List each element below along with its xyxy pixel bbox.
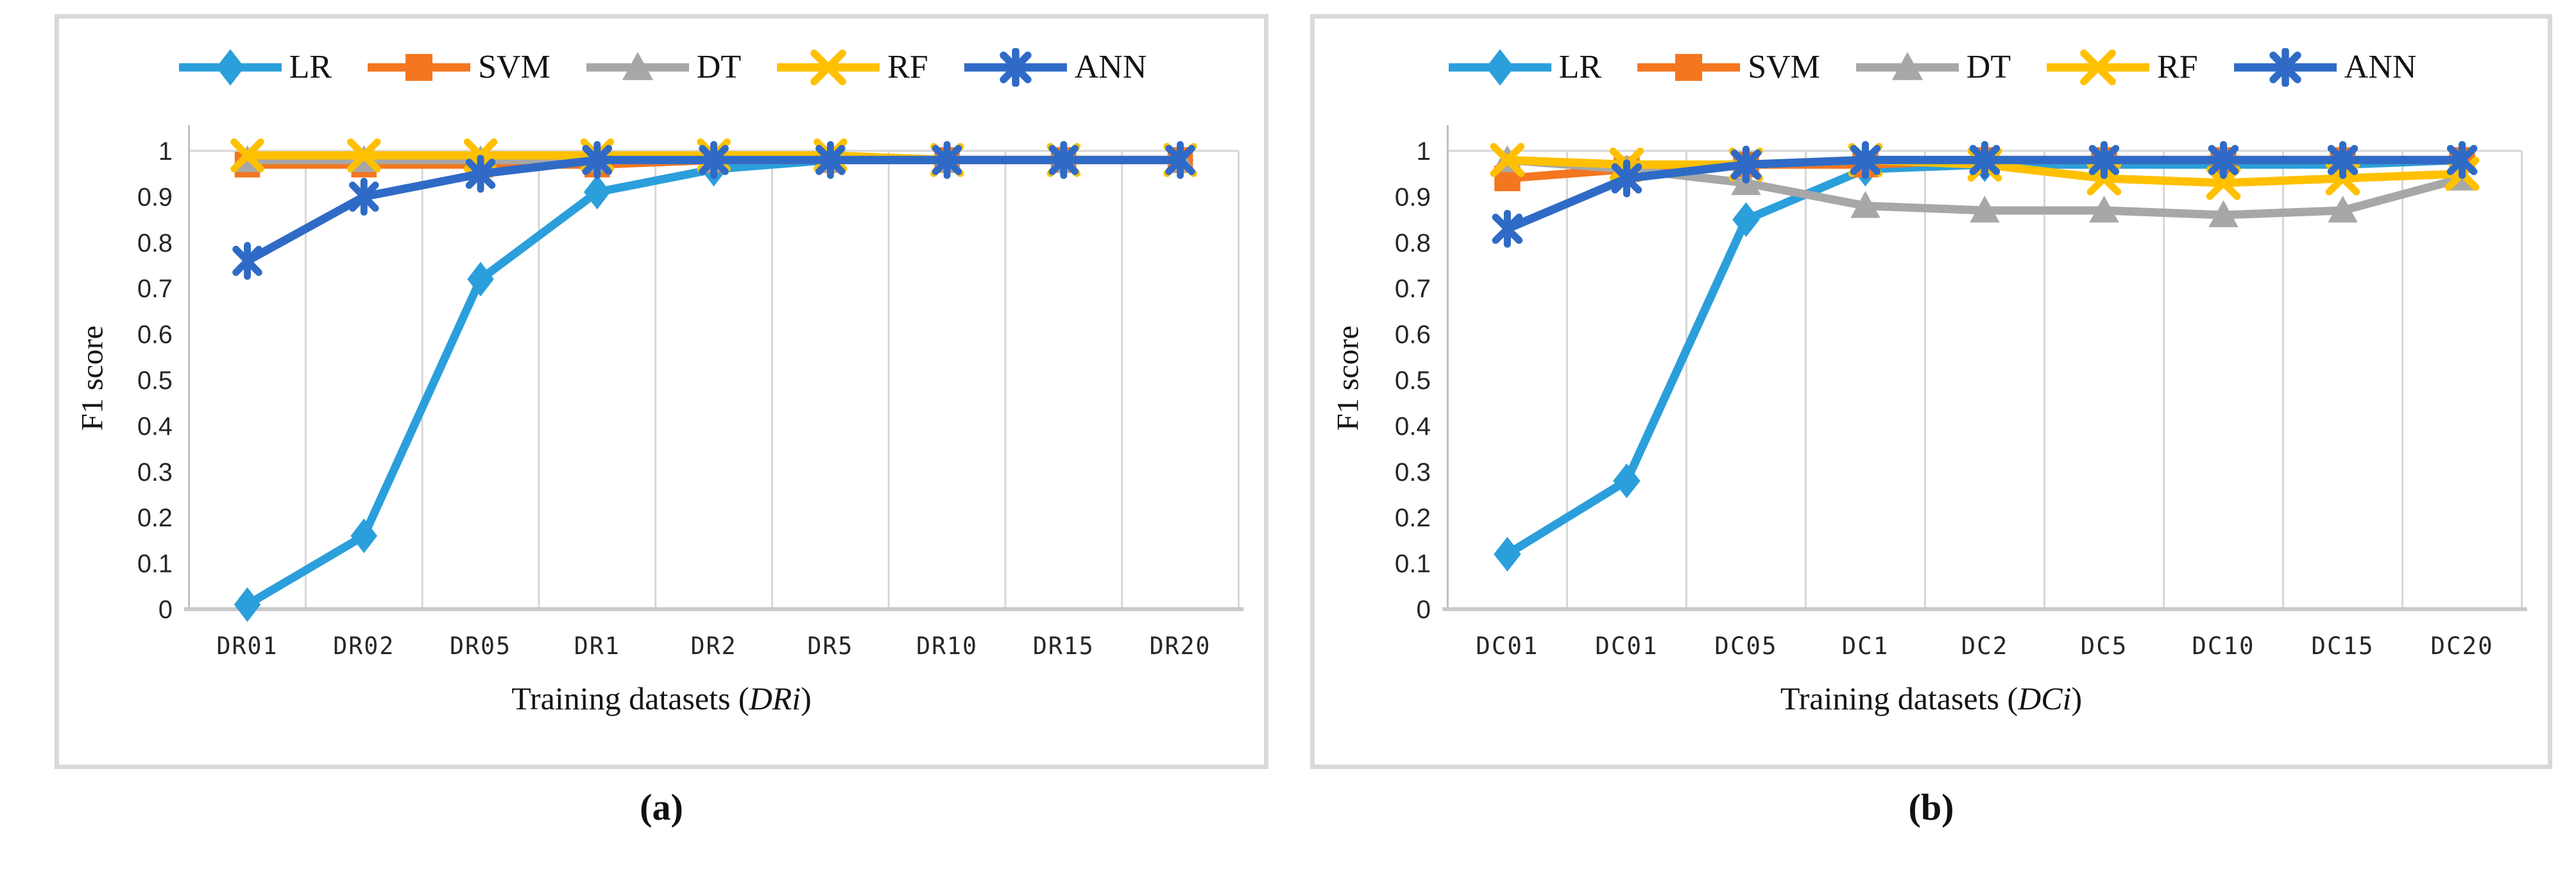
x-tick-label-DC05-2: DC05 — [1714, 632, 1777, 660]
y-tick-label-0.2: 0.2 — [1395, 503, 1431, 532]
series-marker-RF-DR02 — [347, 138, 381, 173]
series-marker-LR-DR05 — [467, 261, 494, 297]
y-tick-label-0.3: 0.3 — [137, 458, 173, 487]
y-tick-label-0.1: 0.1 — [1395, 549, 1431, 578]
x-tick-label-DC2-4: DC2 — [1961, 632, 2009, 660]
y-tick-label-0.5: 0.5 — [137, 367, 173, 395]
x-axis-title-a: Training datasets (DRi) — [59, 680, 1264, 717]
series-marker-DT-DC10 — [2208, 200, 2239, 227]
y-tick-label-0.6: 0.6 — [137, 320, 173, 349]
y-tick-label-0: 0 — [1417, 595, 1431, 624]
panel-caption-a: (a) — [640, 786, 683, 828]
series-line-LR — [245, 155, 1181, 609]
x-tick-label-DR05-2: DR05 — [450, 632, 511, 660]
panel-caption-b: (b) — [1908, 786, 1954, 828]
line-chart-b: 0 0.1 0.2 0.3 0.4 0.5 0.6 0.7 0.8 0.9 1 DC01 DC01 DC0… — [1395, 125, 2527, 660]
y-tick-label-0.7: 0.7 — [1395, 274, 1431, 303]
x-tick-label-DR20-8: DR20 — [1150, 632, 1211, 660]
x-axis-title-italic: DCi — [2018, 680, 2072, 716]
x-axis-title-b: Training datasets (DCi) — [1315, 680, 2548, 717]
series-marker-DT-DC5 — [2089, 195, 2119, 223]
series-marker-RF-DR01 — [230, 138, 264, 173]
y-tick-label-0.8: 0.8 — [1395, 229, 1431, 257]
y-axis-title-b: F1 score — [1331, 325, 1365, 431]
y-tick-label-0.4: 0.4 — [137, 412, 173, 440]
y-tick-label-0.7: 0.7 — [137, 275, 173, 303]
x-tick-label-DC20-8: DC20 — [2430, 632, 2493, 660]
y-tick-label-0.6: 0.6 — [1395, 320, 1431, 349]
chart-panel-a: 0 0.1 0.2 0.3 0.4 0.5 0.6 0.7 0.8 0.9 1 DR01 DR02 DR0… — [55, 14, 1268, 769]
series-marker-LR-DC01 — [1613, 463, 1641, 499]
series-marker-DT-DC1 — [1850, 191, 1881, 218]
x-tick-label-DR01-0: DR01 — [217, 632, 278, 660]
x-tick-label-DR1-3: DR1 — [574, 632, 620, 660]
y-tick-label-0.2: 0.2 — [137, 504, 173, 532]
series-marker-DT-DC15 — [2328, 195, 2358, 223]
x-tick-label-DR10-6: DR10 — [916, 632, 978, 660]
x-tick-label-DC15-7: DC15 — [2311, 632, 2374, 660]
x-axis-title-text: Training datasets ( — [1780, 680, 2018, 716]
x-axis-title-close: ) — [2071, 680, 2083, 716]
x-tick-label-DC5-5: DC5 — [2081, 632, 2128, 660]
y-axis-title-a: F1 score — [75, 325, 110, 431]
series-marker-LR-DR01 — [234, 587, 261, 622]
series-marker-LR-DC05 — [1732, 202, 1760, 238]
x-axis-title-text: Training datasets ( — [511, 680, 749, 716]
x-tick-label-DC01-1: DC01 — [1595, 632, 1658, 660]
y-tick-label-0.4: 0.4 — [1395, 412, 1431, 441]
chart-panel-b: 0 0.1 0.2 0.3 0.4 0.5 0.6 0.7 0.8 0.9 1 DC01 DC01 DC0… — [1310, 14, 2552, 769]
y-tick-label-0.5: 0.5 — [1395, 366, 1431, 395]
x-axis-title-close: ) — [801, 680, 812, 716]
y-tick-label-0.9: 0.9 — [1395, 183, 1431, 212]
y-tick-label-1: 1 — [158, 137, 173, 166]
x-axis-title-italic: DRi — [749, 680, 801, 716]
x-tick-label-DC1-3: DC1 — [1842, 632, 1889, 660]
series-marker-RF-DC01 — [1490, 143, 1525, 177]
x-tick-label-DR15-7: DR15 — [1033, 632, 1095, 660]
series-marker-DT-DC2 — [1970, 195, 2000, 223]
series-marker-LR-DC01 — [1494, 537, 1521, 572]
line-chart-a: 0 0.1 0.2 0.3 0.4 0.5 0.6 0.7 0.8 0.9 1 DR01 DR02 DR0… — [137, 125, 1244, 660]
y-tick-label-0.1: 0.1 — [137, 549, 173, 578]
x-tick-label-DC01-0: DC01 — [1476, 632, 1539, 660]
x-tick-label-DR2-4: DR2 — [691, 632, 737, 660]
y-tick-label-1: 1 — [1417, 137, 1431, 166]
x-tick-label-DC10-6: DC10 — [2192, 632, 2255, 660]
x-tick-label-DR02-1: DR02 — [333, 632, 395, 660]
y-tick-label-0.9: 0.9 — [137, 183, 173, 211]
y-tick-label-0: 0 — [158, 596, 173, 624]
y-tick-label-0.3: 0.3 — [1395, 458, 1431, 487]
x-tick-label-DR5-5: DR5 — [807, 632, 853, 660]
series-marker-LR-DR02 — [350, 518, 378, 553]
y-tick-label-0.8: 0.8 — [137, 229, 173, 257]
